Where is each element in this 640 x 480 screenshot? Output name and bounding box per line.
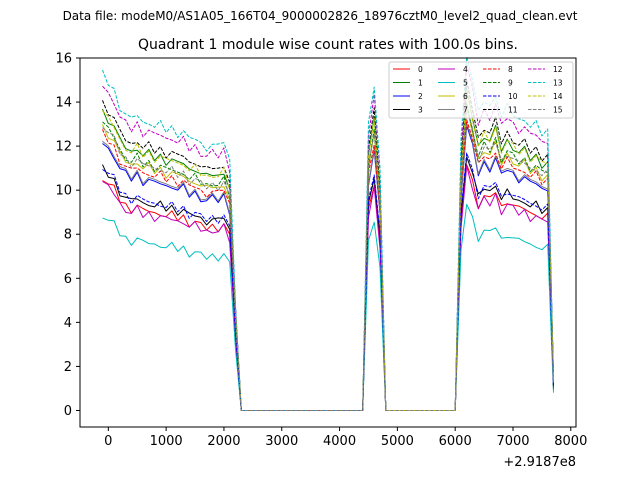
axes-background [80, 58, 576, 427]
x-tick-label: 8000 [554, 434, 587, 449]
y-tick-label: 10 [55, 184, 72, 199]
x-tick-label: 1000 [150, 434, 183, 449]
y-tick-label: 12 [55, 140, 72, 155]
x-tick-label: 0 [104, 434, 112, 449]
legend-label-5: 5 [463, 79, 468, 88]
legend-label-2: 2 [418, 92, 423, 101]
series-layer [102, 56, 554, 411]
legend-label-3: 3 [418, 106, 423, 115]
legend-label-6: 6 [463, 92, 468, 101]
x-tick-label: 4000 [323, 434, 356, 449]
x-axis: 0 1000 2000 3000 4000 5000 6000 7000 8000 [104, 427, 587, 449]
legend-label-8: 8 [508, 65, 513, 74]
x-tick-label: 5000 [381, 434, 414, 449]
y-tick-label: 8 [64, 228, 72, 243]
legend-label-11: 11 [508, 106, 518, 115]
legend-label-14: 14 [553, 92, 563, 101]
y-tick-label: 2 [64, 360, 72, 375]
plot-area [80, 58, 576, 427]
y-tick-label: 0 [64, 404, 72, 419]
legend-label-12: 12 [553, 65, 563, 74]
y-tick-label: 14 [55, 96, 72, 111]
legend-box [388, 61, 574, 119]
x-tick-label: 7000 [496, 434, 529, 449]
legend-label-4: 4 [463, 65, 468, 74]
figure-suptitle: Data file: modeM0/AS1A05_166T04_90000028… [63, 9, 578, 23]
axes-frame [79, 57, 577, 428]
legend-label-7: 7 [463, 106, 468, 115]
y-tick-label: 6 [64, 272, 72, 287]
y-tick-label: 16 [55, 52, 72, 67]
y-axis: 0 2 4 6 8 10 12 14 16 [55, 52, 80, 419]
legend-label-15: 15 [553, 106, 563, 115]
series-line-15 [102, 108, 554, 411]
y-tick-label: 4 [64, 316, 72, 331]
x-axis-offset-label: +2.9187e8 [503, 455, 576, 470]
x-tick-label: 3000 [265, 434, 298, 449]
chart-title: Quadrant 1 module wise count rates with … [138, 37, 518, 53]
x-tick-label: 2000 [207, 434, 240, 449]
axes-spine [79, 57, 577, 428]
legend-label-9: 9 [508, 79, 513, 88]
legend-label-13: 13 [553, 79, 563, 88]
legend-label-10: 10 [508, 92, 518, 101]
x-tick-label: 6000 [439, 434, 472, 449]
legend-label-0: 0 [418, 65, 423, 74]
legend-label-1: 1 [418, 79, 423, 88]
